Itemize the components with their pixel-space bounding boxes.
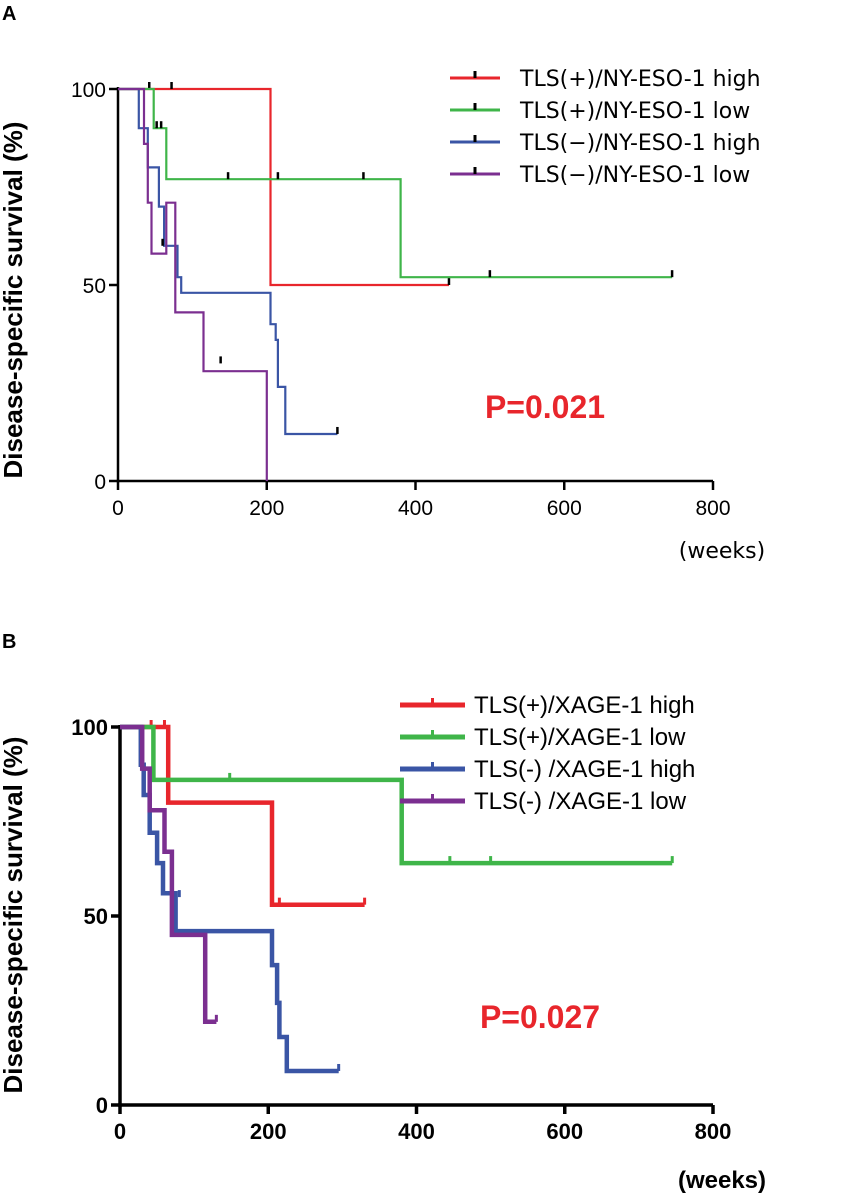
panel-b-legend-label-3: TLS(-) /XAGE-1 high: [474, 756, 695, 783]
panel-a-plot-area: 0 200 400 600 800 0 50 100: [71, 79, 731, 520]
panel-a-legend-label-1: TLS(+)/NY-ESO-1 high: [519, 67, 761, 92]
panel-a-x-tick-label: 800: [695, 497, 730, 520]
panel-a-legend: TLS(+)/NY-ESO-1 high TLS(+)/NY-ESO-1 low T…: [450, 67, 761, 188]
panel-a-x-tick-label: 600: [547, 497, 582, 520]
panel-a-series-2-line: [118, 87, 673, 279]
panel-a-p-value: P=0.021: [485, 389, 605, 425]
panel-b-legend: TLS(+)/XAGE-1 high TLS(+)/XAGE-1 low TLS(-…: [400, 692, 695, 815]
panel-a-series-1-line: [118, 87, 449, 287]
panel-b-series-3-line: [120, 724, 339, 1074]
panel-b-y-tick-label: 0: [96, 1093, 108, 1118]
panel-a-x-tick-label: 400: [398, 497, 433, 520]
panel-b-y-axis-label: Disease-specific survival (%): [0, 737, 28, 1094]
panel-b-legend-label-4: TLS(-) /XAGE-1 low: [474, 788, 687, 815]
panel-a-y-tick-label: 100: [71, 79, 106, 102]
panel-b-y-tick-label: 100: [71, 715, 108, 740]
panel-b-x-tick-label: 600: [546, 1119, 583, 1144]
panel-b-x-axis-units: (weeks): [678, 1167, 766, 1194]
panel-b-p-value: P=0.027: [480, 999, 600, 1035]
panel-b-legend-label-1: TLS(+)/XAGE-1 high: [474, 692, 695, 719]
panel-a-legend-label-4: TLS(−)/NY-ESO-1 low: [519, 163, 750, 188]
panel-b-letter: B: [2, 631, 16, 653]
panel-a-series-3-line: [118, 87, 338, 436]
panel-b-x-tick-label: 200: [250, 1119, 287, 1144]
panel-b-y-tick-label: 50: [84, 904, 108, 929]
panel-a-x-tick-label: 0: [112, 497, 124, 520]
panel-a-y-tick-label: 50: [83, 275, 106, 298]
panel-a-letter: A: [2, 3, 16, 25]
panel-a-legend-label-2: TLS(+)/NY-ESO-1 low: [519, 99, 750, 124]
panel-b: B Disease-specific survival (%) 0 200 400 6…: [0, 631, 766, 1194]
panel-b-legend-label-2: TLS(+)/XAGE-1 low: [474, 724, 686, 751]
panel-b-plot-area: 0 200 400 600 800 0 50 100: [71, 715, 731, 1144]
panel-b-series-2-line: [120, 724, 673, 866]
panel-b-x-tick-label: 400: [398, 1119, 435, 1144]
panel-a-y-axis-label: Disease-specific survival (%): [0, 122, 28, 479]
panel-b-series-1-line: [120, 724, 365, 907]
panel-a: A Disease-specific survival (%) 0 200 400 6…: [0, 3, 765, 564]
panel-a-legend-label-3: TLS(−)/NY-ESO-1 high: [519, 131, 761, 156]
panel-a-x-axis-units: (weeks): [679, 539, 765, 564]
panel-b-x-tick-label: 0: [114, 1119, 126, 1144]
panel-b-x-tick-label: 800: [695, 1119, 732, 1144]
panel-a-y-tick-label: 0: [94, 471, 106, 494]
panel-a-x-tick-label: 200: [249, 497, 284, 520]
panel-a-series-4-line: [118, 87, 268, 481]
panel-b-series-4-line: [120, 724, 217, 1025]
